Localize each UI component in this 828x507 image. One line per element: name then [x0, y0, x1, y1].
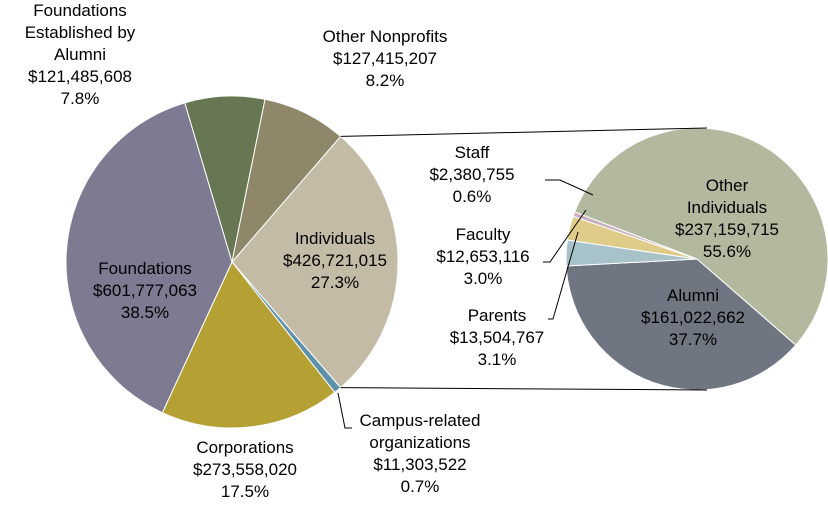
slice-label: Staff $2,380,755 0.6%: [429, 142, 514, 208]
slice-name: Parents: [467, 306, 527, 325]
slice-percent: 0.6%: [452, 187, 492, 206]
slice-name: Campus-related organizations: [359, 411, 481, 452]
slice-percent: 38.5%: [120, 303, 170, 322]
pie-slice: [572, 211, 698, 260]
pie-slice: [231, 135, 399, 389]
slice-value: $13,504,767: [449, 328, 545, 347]
slice-value: $601,777,063: [93, 281, 197, 300]
slice-percent: 0.7%: [400, 477, 440, 496]
pie-slice: [65, 102, 233, 414]
slice-value: $12,653,116: [436, 247, 530, 266]
slice-label: Foundations Established by Alumni $121,48…: [25, 0, 136, 110]
slice-percent: 3.1%: [477, 350, 517, 369]
pie-slice: [565, 258, 797, 391]
leader-line: [548, 231, 579, 320]
connector-line: [340, 387, 708, 391]
pie-slice: [574, 127, 828, 346]
slice-percent: 3.0%: [463, 269, 503, 288]
slice-name: Alumni: [667, 286, 719, 305]
slice-percent: 55.6%: [702, 242, 752, 261]
slice-value: $2,380,755: [429, 165, 515, 184]
slice-value: $161,022,662: [641, 308, 745, 327]
slice-percent: 37.7%: [668, 330, 718, 349]
slice-label: Other Individuals $237,159,715 55.6%: [675, 175, 779, 263]
slice-label: Individuals $426,721,015 27.3%: [283, 228, 387, 294]
pie-slice: [231, 98, 342, 264]
slice-label: Other Nonprofits $127,415,207 8.2%: [323, 26, 448, 92]
slice-value: $237,159,715: [675, 220, 779, 239]
slice-label: Parents $13,504,767 3.1%: [450, 305, 545, 371]
slice-name: Faculty: [455, 225, 511, 244]
leader-line: [337, 392, 352, 429]
slice-name: Corporations: [196, 438, 294, 457]
slice-percent: 27.3%: [310, 273, 360, 292]
connector-line: [340, 127, 708, 137]
slice-name: Individuals: [294, 229, 376, 248]
pie-slice: [161, 261, 336, 429]
slice-label: Corporations $273,558,020 17.5%: [193, 437, 297, 503]
slice-label: Faculty $12,653,116 3.0%: [436, 224, 529, 290]
slice-value: $121,485,608: [27, 67, 132, 86]
slice-value: $127,415,207: [332, 49, 437, 68]
slice-label: Foundations $601,777,063 38.5%: [93, 258, 197, 324]
slice-label: Campus-related organizations $11,303,522 0…: [360, 410, 481, 498]
slice-name: Other Nonprofits: [322, 27, 448, 46]
slice-name: Foundations: [98, 259, 192, 278]
slice-name: Foundations Established by Alumni: [24, 1, 136, 64]
slice-percent: 7.8%: [60, 89, 100, 108]
slice-name: Staff: [454, 143, 490, 162]
leader-line: [543, 209, 587, 263]
leader-line: [545, 179, 594, 196]
slice-value: $273,558,020: [193, 460, 297, 479]
slice-name: Other Individuals: [686, 176, 768, 217]
slice-value: $426,721,015: [283, 251, 387, 270]
slice-percent: 17.5%: [220, 482, 270, 501]
slice-percent: 8.2%: [365, 71, 405, 90]
slice-value: $11,303,522: [373, 455, 467, 474]
slice-label: Alumni $161,022,662 37.7%: [641, 285, 745, 351]
